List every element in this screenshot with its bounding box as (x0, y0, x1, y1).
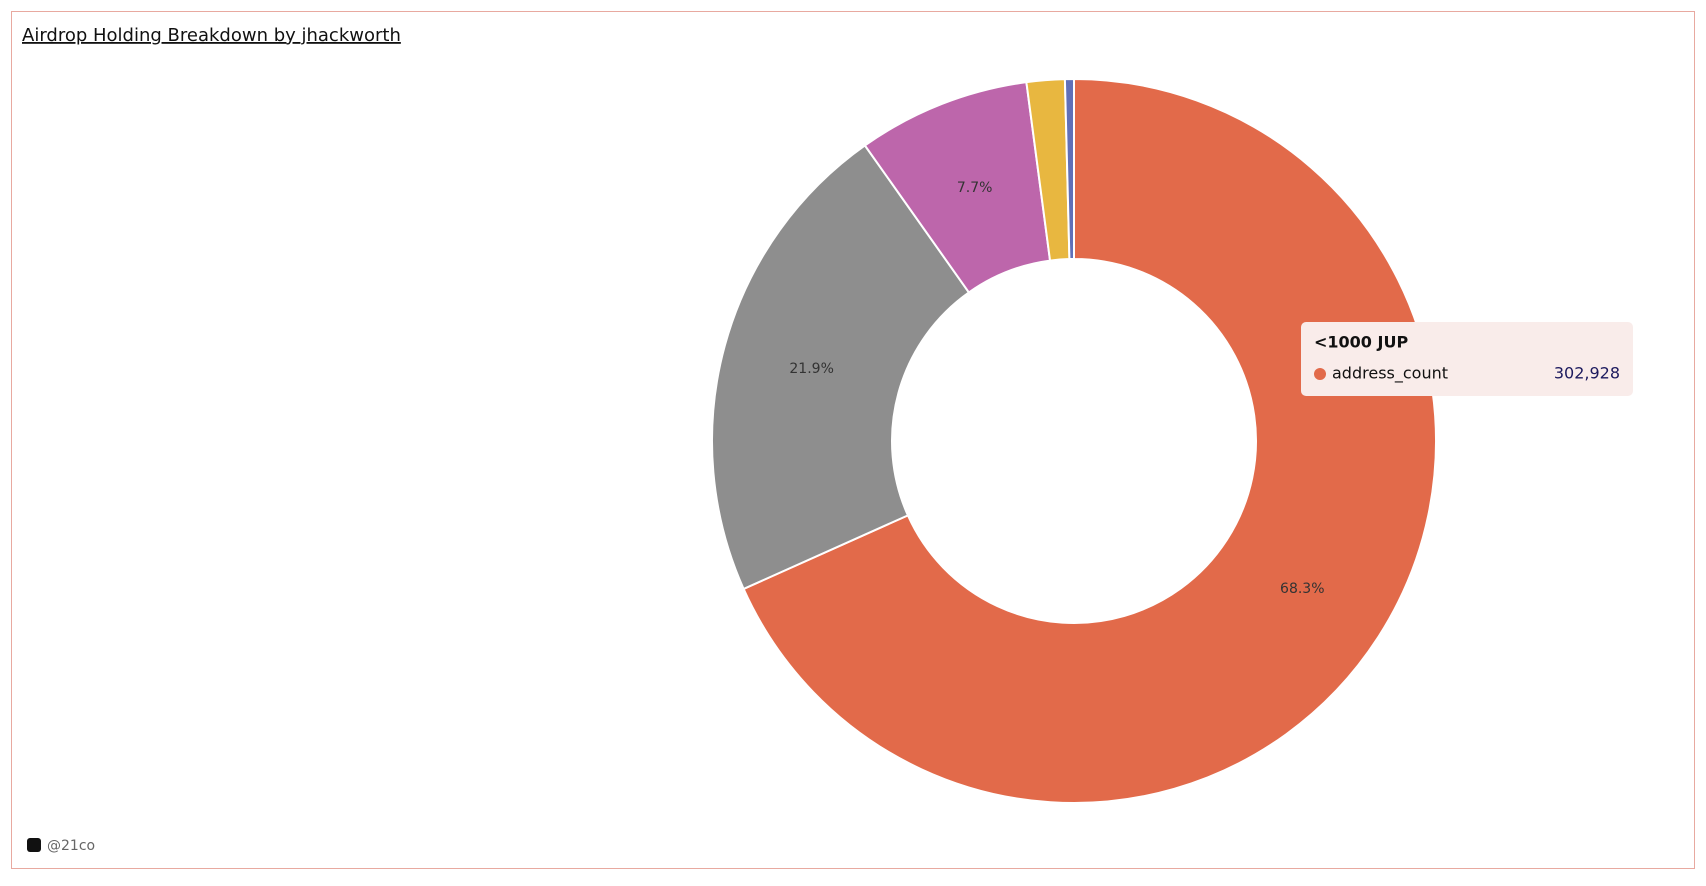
slice (1063, 77, 1075, 261)
chart-title[interactable]: Airdrop Holding Breakdown by jhackworth (22, 25, 401, 46)
logo (27, 838, 41, 852)
slice-label: 21.9% (789, 361, 833, 377)
tooltip-title: <1000 JUP (1314, 333, 1408, 352)
tooltip-series: address_count (1332, 364, 1448, 384)
donut (711, 77, 1437, 804)
slice-labels: 68.3% 21.9% 7.7% (789, 180, 1324, 597)
slice (711, 144, 971, 591)
tooltip (1301, 322, 1633, 396)
slice-label: 7.7% (957, 180, 993, 196)
tooltip-value: 302,928 (1554, 364, 1620, 383)
tooltip-swatch (1314, 368, 1326, 380)
slice (742, 77, 1437, 804)
footer-text: @21co (47, 838, 95, 854)
slice-label: 68.3% (1280, 581, 1324, 597)
